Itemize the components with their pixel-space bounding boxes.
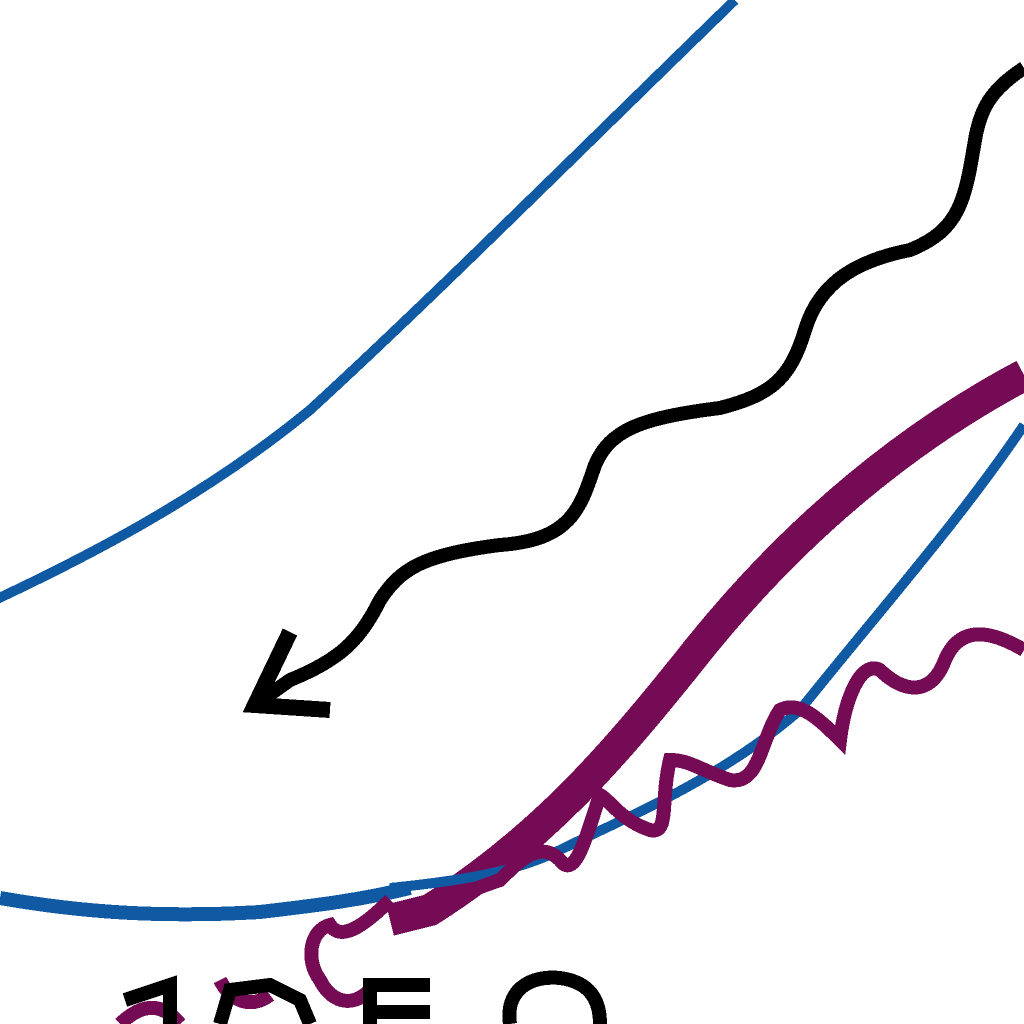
- lower-blue-arc: [0, 881, 412, 922]
- upper-blue-arc: [0, 0, 739, 604]
- black-arrowhead: [242, 628, 331, 718]
- black-arrow-curve: [250, 62, 1024, 711]
- purple-thick-line: [386, 360, 1024, 936]
- purple-wavy-line: [428, 627, 1024, 912]
- partial-black-glyphs: [122, 970, 607, 1024]
